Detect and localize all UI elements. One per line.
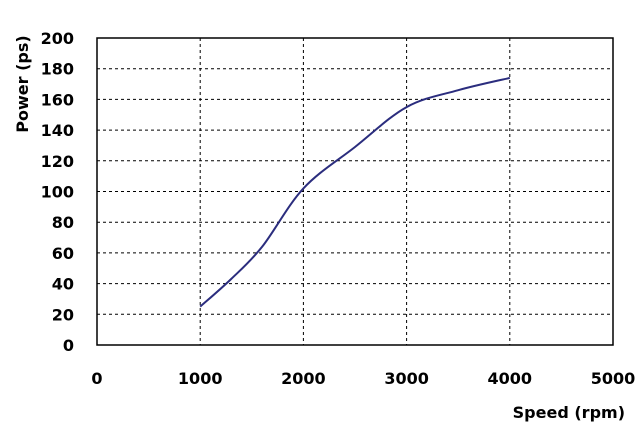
power-curve bbox=[199, 76, 511, 308]
x-tick-label: 4000 bbox=[488, 369, 533, 388]
y-tick-label: 200 bbox=[41, 29, 74, 48]
x-axis: 0 1000 2000 3000 4000 5000 bbox=[91, 369, 635, 388]
y-tick-label: 80 bbox=[52, 213, 74, 232]
y-tick-label: 140 bbox=[41, 121, 74, 140]
series bbox=[199, 76, 511, 308]
x-tick-label: 5000 bbox=[591, 369, 636, 388]
y-axis: 0 20 40 60 80 100 120 140 160 180 200 bbox=[41, 29, 74, 355]
y-axis-title: Power (ps) bbox=[13, 35, 32, 132]
y-tick-label: 20 bbox=[52, 305, 74, 324]
x-tick-label: 3000 bbox=[384, 369, 429, 388]
x-tick-label: 1000 bbox=[178, 369, 223, 388]
y-tick-label: 40 bbox=[52, 275, 74, 294]
y-tick-label: 60 bbox=[52, 244, 74, 263]
x-tick-label: 2000 bbox=[281, 369, 326, 388]
y-tick-label: 180 bbox=[41, 60, 74, 79]
y-tick-label: 120 bbox=[41, 152, 74, 171]
y-tick-label: 0 bbox=[63, 336, 74, 355]
x-axis-title: Speed (rpm) bbox=[513, 403, 625, 422]
plot-area bbox=[96, 37, 614, 346]
y-tick-label: 100 bbox=[41, 183, 74, 202]
grid bbox=[97, 38, 613, 345]
x-tick-label: 0 bbox=[91, 369, 102, 388]
y-tick-label: 160 bbox=[41, 90, 74, 109]
